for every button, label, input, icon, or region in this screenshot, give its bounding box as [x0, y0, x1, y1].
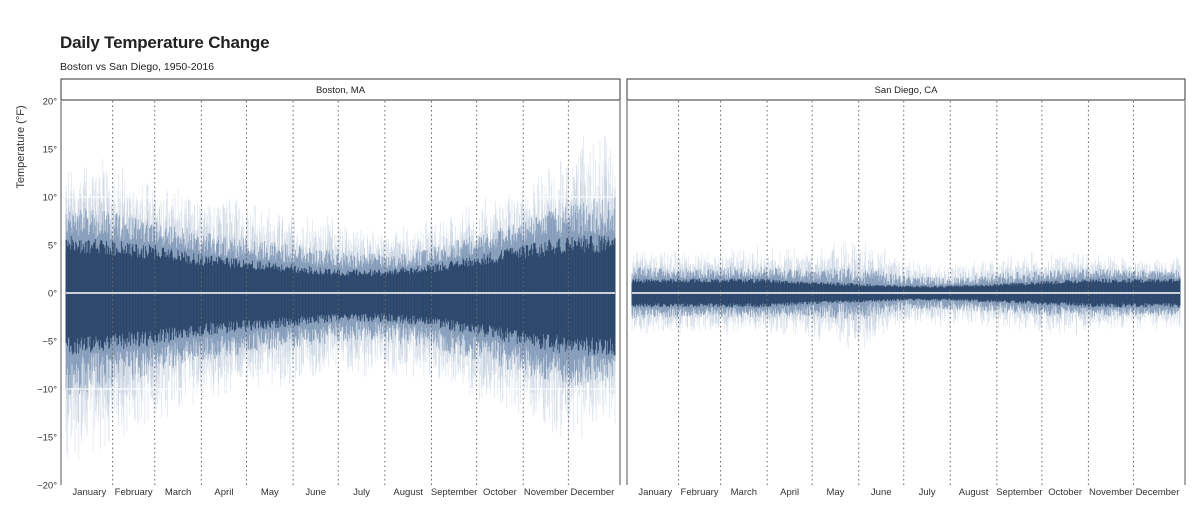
x-tick-label: May: [261, 487, 279, 498]
chart-title: Daily Temperature Change: [60, 33, 270, 52]
y-tick-label: −20°: [37, 481, 57, 492]
x-tick-label: July: [353, 487, 370, 498]
y-tick-label: −10°: [37, 385, 57, 396]
series-overlay: [631, 242, 1181, 350]
facet-strip: [60, 78, 621, 101]
x-tick-label: August: [393, 487, 423, 498]
y-tick-label: 0°: [48, 289, 57, 300]
series-overlay: [65, 135, 616, 460]
facet-strip-label: San Diego, CA: [875, 85, 939, 96]
chart-subtitle: Boston vs San Diego, 1950-2016: [60, 61, 215, 73]
x-tick-label: November: [524, 487, 568, 498]
x-tick-label: October: [483, 487, 517, 498]
facet-strip-label: Boston, MA: [316, 85, 366, 96]
x-tick-label: April: [214, 487, 233, 498]
facet-strip: [626, 78, 1186, 101]
x-tick-label: September: [431, 487, 477, 498]
x-tick-label: June: [305, 487, 326, 498]
y-tick-label: 10°: [43, 193, 58, 204]
y-tick-label: −5°: [42, 337, 57, 348]
y-tick-label: −15°: [37, 433, 57, 444]
x-tick-label: January: [72, 487, 106, 498]
x-tick-label: March: [165, 487, 191, 498]
x-tick-label: February: [115, 487, 153, 498]
x-tick-label: December: [571, 487, 615, 498]
y-axis-title: Temperature (°F): [15, 105, 27, 188]
facet-panel-1: Boston, MA January February March April May Ju…: [60, 78, 621, 498]
y-tick-label: 15°: [43, 145, 58, 156]
y-tick-label: 5°: [48, 241, 57, 252]
y-tick-label: 20°: [43, 97, 58, 108]
